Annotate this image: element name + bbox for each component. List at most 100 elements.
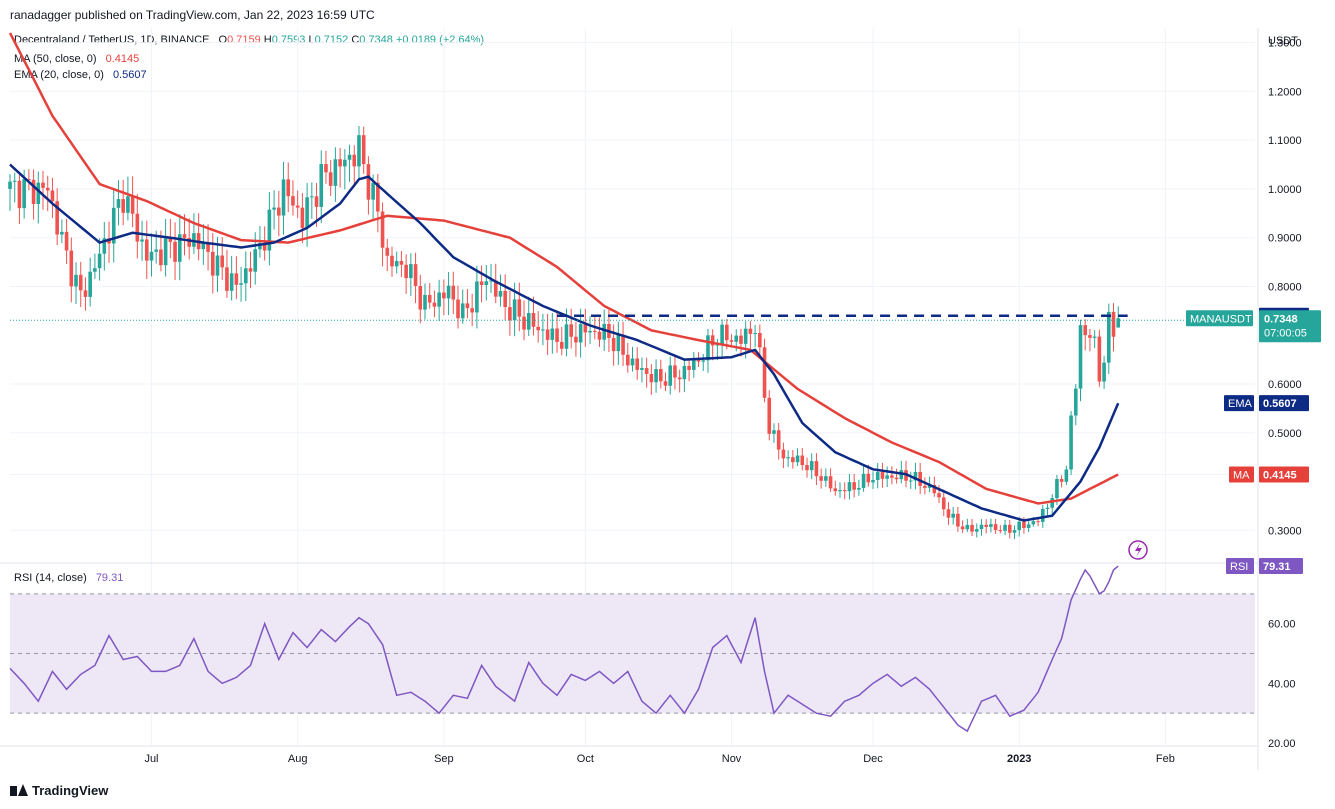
ma-legend: MA (50, close, 0) 0.4145: [14, 53, 139, 65]
candle-body: [409, 264, 413, 279]
candle-body: [649, 374, 654, 383]
candle-body: [574, 336, 578, 343]
candle: [498, 274, 503, 307]
candle-body: [630, 358, 635, 366]
candle: [413, 252, 418, 304]
candle: [394, 251, 399, 274]
candle-body: [27, 179, 31, 181]
candle: [1088, 328, 1092, 352]
candle-body: [116, 199, 121, 208]
candle: [45, 175, 50, 212]
candle: [102, 222, 107, 271]
candle: [824, 468, 828, 487]
candle-body: [149, 251, 154, 261]
candle-body: [729, 340, 734, 342]
candle-body: [182, 234, 187, 239]
candle-body: [1040, 508, 1045, 522]
candle-body: [376, 182, 380, 212]
ma-name-badge: MA: [1229, 466, 1254, 483]
price-tick-label: 0.8000: [1268, 281, 1302, 293]
ma-legend-label: MA (50, close, 0): [14, 53, 97, 65]
time-tick-label: Sep: [434, 753, 454, 765]
candle: [328, 160, 333, 196]
candle: [286, 162, 291, 213]
candle-body: [625, 354, 630, 366]
candle: [8, 174, 12, 211]
candle-body: [460, 303, 465, 319]
candle: [574, 321, 578, 357]
candle: [781, 442, 786, 469]
candle: [767, 390, 772, 441]
candle-body: [866, 473, 871, 483]
candle: [97, 238, 102, 281]
candle: [583, 308, 588, 347]
candle: [861, 464, 866, 492]
candle: [795, 448, 800, 466]
candle-body: [427, 294, 432, 303]
candle: [399, 250, 404, 278]
rsi-legend: RSI (14, close) 79.31: [14, 572, 123, 584]
candle: [229, 256, 234, 301]
candle-body: [333, 159, 338, 186]
candle-body: [748, 328, 753, 334]
candle-body: [838, 490, 842, 492]
candle: [998, 525, 1003, 534]
candle: [305, 182, 309, 247]
candle: [295, 190, 300, 218]
candle-body: [828, 476, 833, 489]
rsi-band-layer: [10, 593, 1255, 714]
candle: [465, 289, 470, 319]
ema-legend: EMA (20, close, 0) 0.5607: [14, 69, 147, 81]
candle-body: [262, 243, 267, 251]
ema-value-badge-bg: [1259, 395, 1309, 412]
candle-body: [871, 480, 875, 483]
candle: [635, 347, 640, 380]
rsi-name-badge-bg: [1226, 558, 1254, 575]
candle-body: [1050, 498, 1055, 508]
candle: [1097, 329, 1102, 387]
candle: [522, 300, 526, 341]
candle-body: [762, 347, 767, 398]
candle: [163, 219, 168, 277]
candle-body: [8, 181, 12, 189]
candle-body: [989, 524, 993, 527]
candle-body: [390, 255, 394, 267]
candle-body: [885, 475, 889, 479]
candle: [828, 468, 833, 492]
candle-body: [418, 285, 423, 310]
price-tick-label: 0.9000: [1268, 233, 1302, 245]
last-price-badge: [1259, 310, 1321, 343]
candle-body: [578, 324, 583, 343]
candle-body: [960, 526, 965, 530]
candle-body: [668, 365, 673, 386]
ema-legend-label: EMA (20, close, 0): [14, 69, 104, 81]
candle: [324, 151, 328, 184]
candle: [291, 180, 295, 216]
candle: [31, 169, 36, 220]
candle-body: [597, 331, 602, 340]
candle-body: [41, 182, 45, 188]
candle: [281, 162, 286, 235]
candle: [409, 253, 413, 296]
symbol-badge-bg: [1186, 310, 1253, 327]
candle: [569, 308, 573, 349]
candle: [663, 372, 668, 392]
tradingview-logo[interactable]: TradingView: [10, 783, 108, 798]
candle-body: [361, 135, 366, 165]
candle: [93, 253, 97, 279]
candle-body: [126, 196, 130, 213]
candle: [107, 221, 111, 263]
candle: [640, 357, 644, 383]
candle-body: [12, 180, 17, 182]
candle-body: [177, 234, 182, 262]
time-tick-label: Aug: [288, 753, 308, 765]
candle-body: [725, 324, 729, 341]
candle: [791, 450, 795, 469]
indicator-lines-layer: [8, 32, 1255, 733]
candle-body: [36, 182, 41, 205]
candle-body: [696, 359, 701, 362]
candle: [243, 251, 248, 301]
candle: [272, 190, 276, 230]
candle-body: [74, 274, 78, 287]
